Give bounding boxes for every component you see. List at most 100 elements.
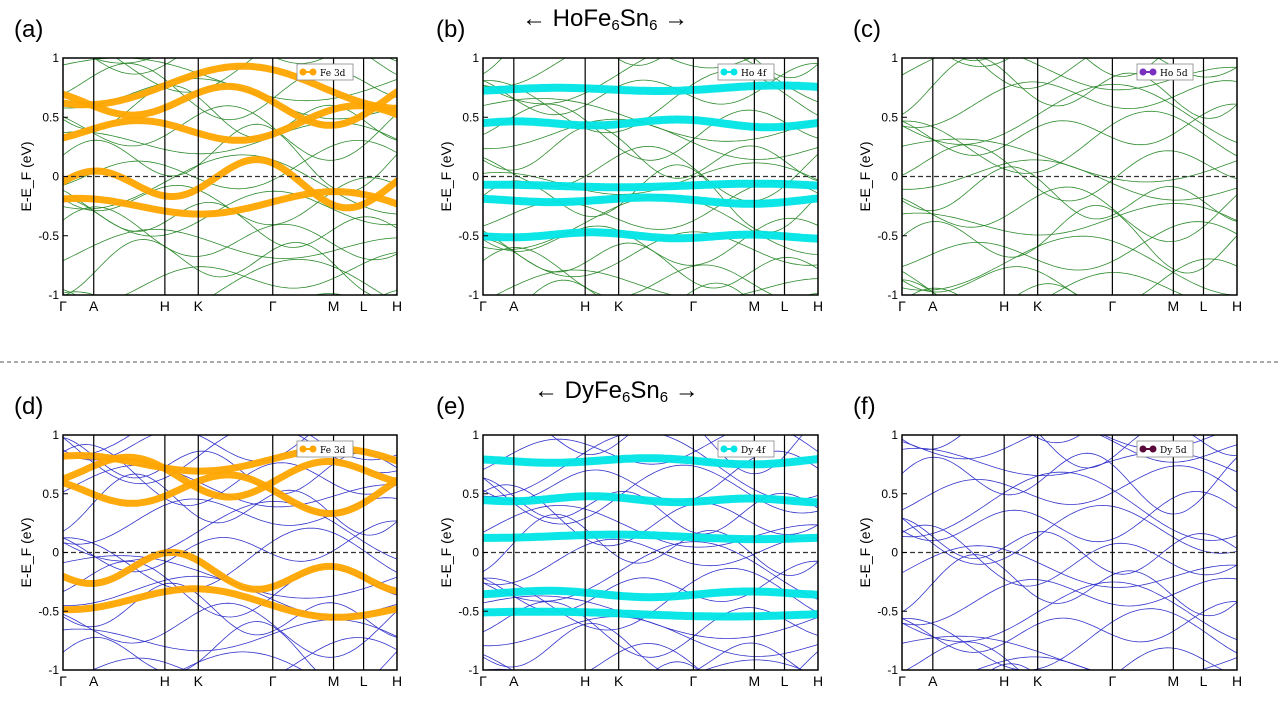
x-tick-label: H xyxy=(392,673,402,689)
x-tick-label: H xyxy=(999,673,1009,689)
y-tick-label: 0 xyxy=(52,170,59,184)
y-axis-label: E-E_F (eV) xyxy=(438,141,454,211)
band-line xyxy=(63,520,397,573)
x-tick-label: Γ xyxy=(690,298,698,314)
band-line xyxy=(63,621,397,670)
legend-label: Fe 3d xyxy=(320,69,346,79)
x-tick-label: H xyxy=(813,673,823,689)
band-line xyxy=(483,103,818,161)
projected-band xyxy=(483,193,818,208)
band-line xyxy=(902,279,1078,295)
x-tick-label: A xyxy=(928,673,938,689)
projected-band xyxy=(63,548,397,595)
band-line xyxy=(532,279,745,295)
band-line xyxy=(902,235,1237,295)
band-line xyxy=(483,387,818,422)
y-tick-label: -1 xyxy=(887,288,898,302)
projected-band xyxy=(63,471,397,517)
band-line xyxy=(806,292,818,295)
x-tick-label: L xyxy=(360,298,368,314)
legend-box xyxy=(1136,440,1194,458)
x-tick-label: Γ xyxy=(59,298,67,314)
legend-marker xyxy=(730,68,738,76)
legend-box xyxy=(1136,63,1194,81)
compound-header-hofe6sn6: ← HoFe6Sn6 → xyxy=(522,5,688,34)
legend-marker xyxy=(309,445,317,453)
plot-area xyxy=(63,58,397,295)
band-line xyxy=(63,437,397,495)
x-tick-label: H xyxy=(999,298,1009,314)
x-tick-label: M xyxy=(328,673,340,689)
x-tick-label: H xyxy=(813,298,823,314)
y-tick-label: 1 xyxy=(472,51,479,65)
band-line xyxy=(63,105,397,161)
band-line xyxy=(483,145,818,202)
band-line xyxy=(91,637,397,670)
band-line xyxy=(483,162,818,195)
x-tick-label: L xyxy=(1200,673,1208,689)
legend-box xyxy=(296,63,354,81)
legend-label: Ho 5d xyxy=(1160,69,1188,79)
projected-band xyxy=(63,453,397,501)
band-line xyxy=(483,537,818,585)
band-line xyxy=(483,541,818,602)
projected-band xyxy=(483,454,818,469)
panel-label-d: (d) xyxy=(14,393,44,420)
band-line xyxy=(93,58,325,75)
band-line xyxy=(902,203,1237,236)
band-line xyxy=(905,641,1224,670)
x-tick-label: M xyxy=(1168,298,1180,314)
y-tick-label: 0 xyxy=(472,170,479,184)
y-tick-label: 1 xyxy=(472,428,479,442)
plot-area xyxy=(483,387,818,670)
y-tick-label: 1 xyxy=(52,428,59,442)
plot-area xyxy=(902,435,1237,670)
x-tick-label: M xyxy=(749,673,761,689)
band-line xyxy=(64,239,397,295)
arrow-left-icon: ← xyxy=(534,377,558,404)
band-line xyxy=(1031,435,1081,444)
y-tick-label: 1 xyxy=(891,428,898,442)
band-line xyxy=(483,595,818,639)
x-tick-label: H xyxy=(160,298,170,314)
band-line xyxy=(902,144,1237,202)
panel-label-c: (c) xyxy=(853,16,881,43)
projected-band xyxy=(63,156,397,212)
legend-marker xyxy=(309,68,317,76)
band-line xyxy=(902,517,1237,575)
panel-label-f: (f) xyxy=(853,393,876,420)
x-tick-label: L xyxy=(1200,298,1208,314)
band-line xyxy=(902,465,1237,511)
band-line xyxy=(123,252,397,295)
legend-label: Ho 4f xyxy=(741,69,767,79)
x-tick-label: K xyxy=(614,298,624,314)
x-tick-label: Γ xyxy=(898,298,906,314)
x-tick-label: L xyxy=(781,298,789,314)
band-line xyxy=(902,110,1237,174)
y-axis-label: E-E_F (eV) xyxy=(857,517,873,587)
y-tick-label: -0.5 xyxy=(877,604,898,618)
band-line xyxy=(483,464,818,525)
band-line xyxy=(63,291,345,295)
legend-box xyxy=(717,440,775,458)
band-line xyxy=(91,58,397,64)
y-tick-label: -0.5 xyxy=(458,229,479,243)
band-line xyxy=(902,608,1237,670)
legend-marker xyxy=(299,445,307,453)
x-tick-label: L xyxy=(360,673,368,689)
y-tick-label: 0.5 xyxy=(462,110,479,124)
band-line xyxy=(902,635,1237,670)
x-tick-label: H xyxy=(160,673,170,689)
legend-box xyxy=(717,63,775,81)
x-tick-label: M xyxy=(1168,673,1180,689)
x-tick-label: A xyxy=(89,298,99,314)
band-line xyxy=(483,513,818,576)
projected-band xyxy=(63,102,397,144)
y-tick-label: 1 xyxy=(891,51,898,65)
y-tick-label: 0.5 xyxy=(881,487,898,501)
compound-name: DyFe6Sn6 xyxy=(564,377,669,406)
band-panel-a: 1 0.5 0 -0.5 -1 E-E_F (eV) Γ A H K Γ M L H Fe 3d xyxy=(18,51,402,314)
band-line xyxy=(483,98,818,142)
legend-box xyxy=(296,440,354,458)
